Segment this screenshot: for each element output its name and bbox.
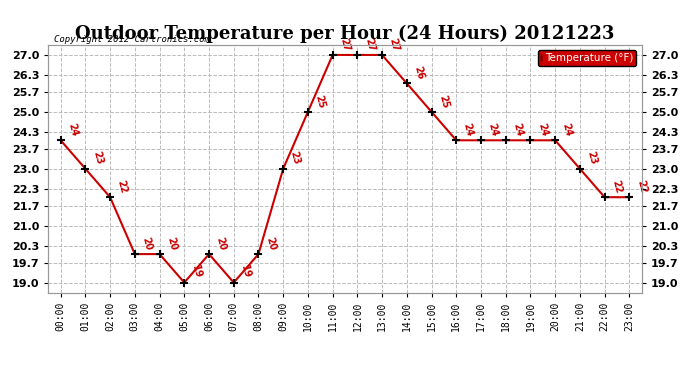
Text: 24: 24 — [486, 122, 500, 138]
Text: 24: 24 — [536, 122, 549, 138]
Text: 24: 24 — [66, 122, 79, 138]
Text: 23: 23 — [585, 150, 599, 166]
Text: 22: 22 — [610, 179, 623, 194]
Legend: Temperature (°F): Temperature (°F) — [538, 50, 636, 66]
Text: 27: 27 — [363, 36, 376, 52]
Text: 22: 22 — [116, 179, 129, 194]
Text: 27: 27 — [338, 36, 351, 52]
Text: 24: 24 — [561, 122, 574, 138]
Text: 24: 24 — [462, 122, 475, 138]
Title: Outdoor Temperature per Hour (24 Hours) 20121223: Outdoor Temperature per Hour (24 Hours) … — [75, 25, 615, 44]
Text: 26: 26 — [413, 65, 426, 81]
Text: 19: 19 — [190, 264, 203, 280]
Text: 22: 22 — [635, 179, 648, 194]
Text: 20: 20 — [165, 236, 178, 251]
Text: 27: 27 — [388, 36, 401, 52]
Text: 20: 20 — [140, 236, 154, 251]
Text: 20: 20 — [264, 236, 277, 251]
Text: 20: 20 — [215, 236, 228, 251]
Text: 25: 25 — [437, 93, 451, 109]
Text: 19: 19 — [239, 264, 253, 280]
Text: Copyright 2012 Cartronics.com: Copyright 2012 Cartronics.com — [55, 35, 210, 44]
Text: 24: 24 — [511, 122, 524, 138]
Text: 25: 25 — [313, 93, 326, 109]
Text: 23: 23 — [91, 150, 104, 166]
Text: 23: 23 — [288, 150, 302, 166]
